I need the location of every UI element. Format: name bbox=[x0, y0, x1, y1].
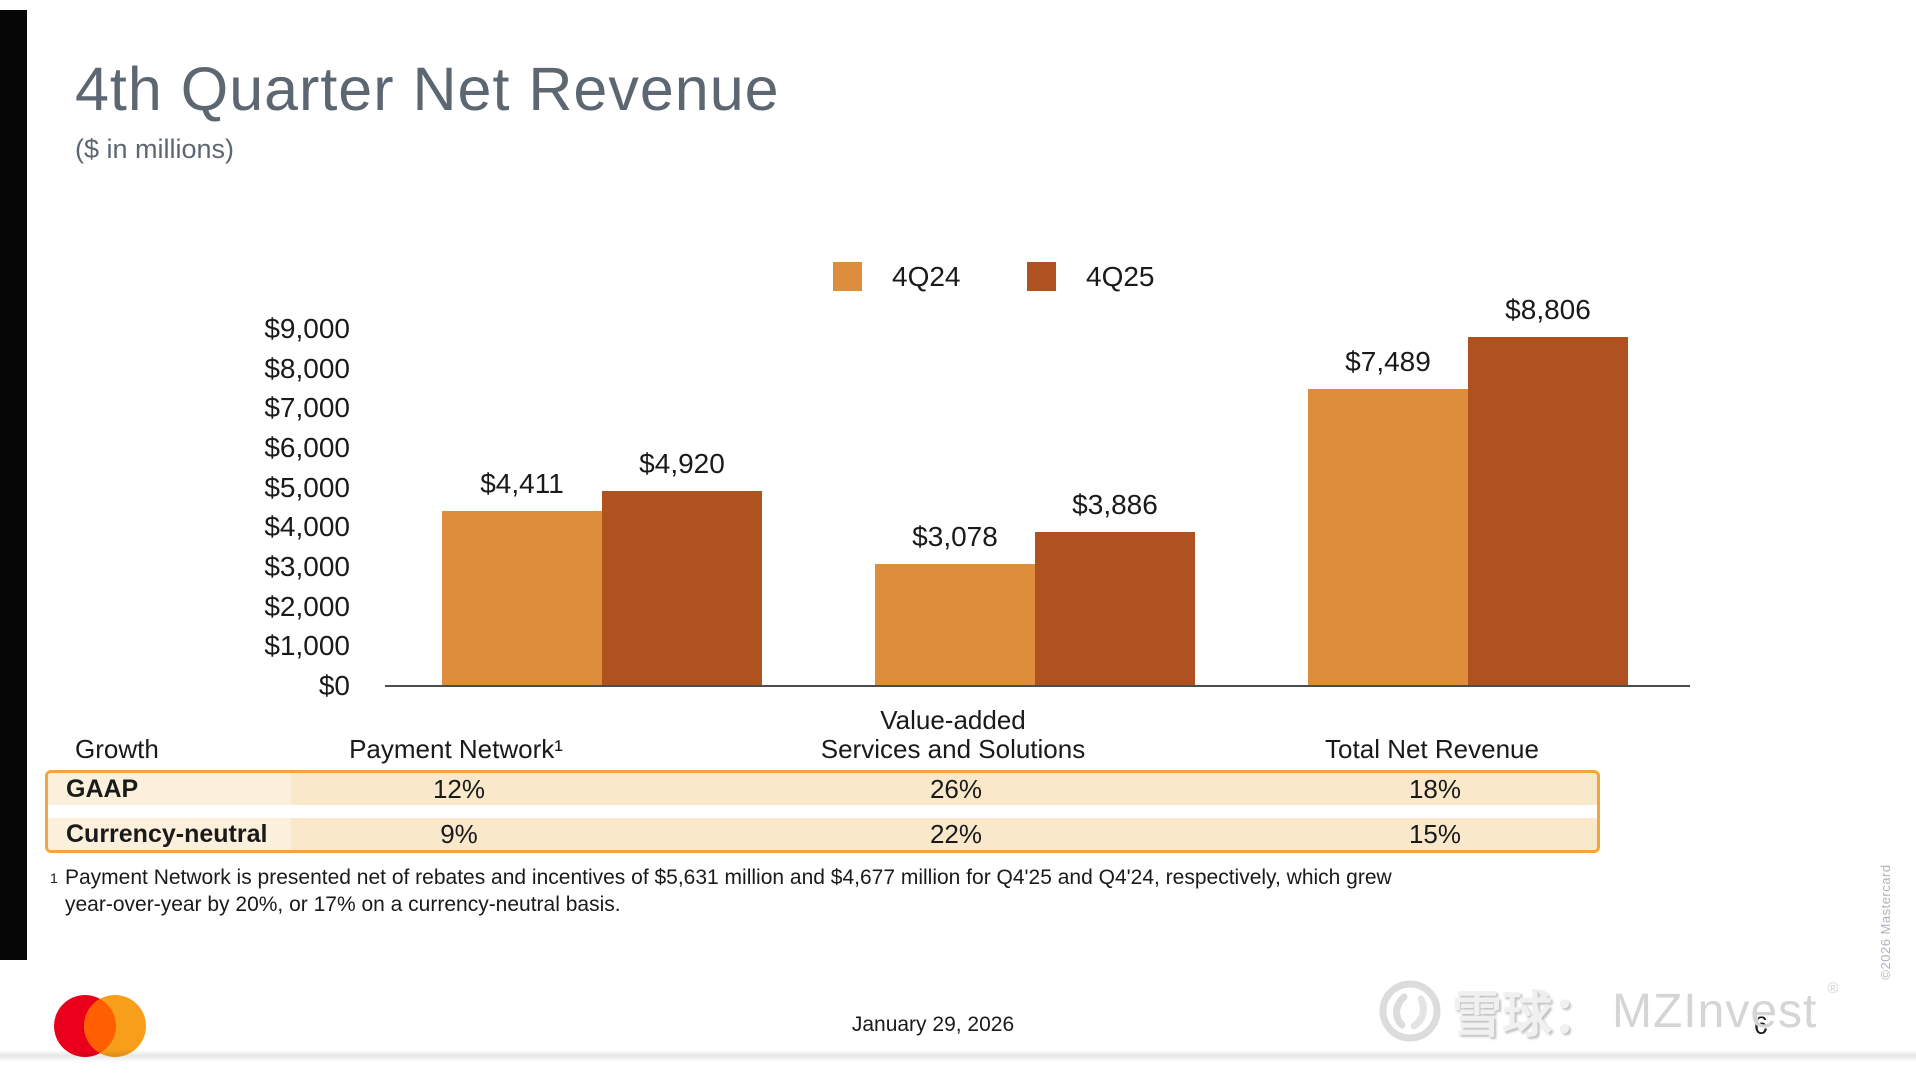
footnote: 1 Payment Network is presented net of re… bbox=[50, 864, 1395, 918]
growth-row-label-cell bbox=[48, 773, 291, 805]
bar-4q24-2 bbox=[1308, 389, 1468, 686]
table-column-header: Payment Network¹ bbox=[226, 700, 686, 764]
bar-4q25-0 bbox=[602, 491, 762, 686]
legend-swatch-4q24 bbox=[833, 262, 862, 291]
growth-row-label: GAAP bbox=[66, 775, 139, 803]
y-axis-tick-label: $8,000 bbox=[264, 352, 350, 384]
growth-corner-label: Growth bbox=[75, 734, 159, 764]
xueqiu-snowball-icon bbox=[1379, 980, 1441, 1042]
y-axis-tick-label: $4,000 bbox=[264, 511, 350, 543]
mastercard-logo bbox=[54, 995, 146, 1057]
bar-value-label: $4,411 bbox=[480, 468, 564, 499]
x-axis-baseline bbox=[385, 685, 1690, 687]
growth-table-row: GAAP 12% 26% 18% bbox=[48, 773, 1597, 805]
bar-value-label: $4,920 bbox=[639, 448, 725, 479]
legend-label-4q25: 4Q25 bbox=[1086, 261, 1155, 292]
footnote-text: Payment Network is presented net of reba… bbox=[65, 866, 1392, 916]
copyright-vertical: ©2026 Mastercard bbox=[1878, 864, 1893, 980]
bar-value-label: $3,886 bbox=[1072, 489, 1158, 520]
watermark-chinese: 雪球： bbox=[1452, 987, 1602, 1043]
table-column-header: Total Net Revenue bbox=[1202, 700, 1662, 764]
growth-value: 12% bbox=[432, 774, 486, 804]
watermark-name: MZInvest bbox=[1612, 984, 1818, 1038]
slide-bottom-edge-shadow bbox=[0, 1050, 1916, 1063]
growth-value: 26% bbox=[929, 774, 983, 804]
y-axis-tick-label: $6,000 bbox=[264, 432, 350, 463]
bar-value-label: $3,078 bbox=[912, 521, 998, 552]
growth-value: 22% bbox=[929, 819, 983, 849]
watermark: 雪球： MZInvest ® bbox=[1378, 978, 1838, 1044]
page-number: 6 bbox=[1754, 1012, 1768, 1040]
y-axis-tick-label: $3,000 bbox=[264, 551, 350, 582]
header-line: Services and Solutions bbox=[820, 734, 1086, 764]
legend-label-4q24: 4Q24 bbox=[892, 261, 961, 292]
slide-subtitle: ($ in millions) bbox=[75, 134, 235, 164]
bar-4q25-2 bbox=[1468, 337, 1628, 686]
growth-table: GAAP 12% 26% 18% Currency-neutral 9% 22% 15% bbox=[45, 770, 1600, 853]
legend-item-4q25: 4Q25 bbox=[1027, 262, 1155, 291]
table-column-header: Value-added Services and Solutions bbox=[723, 700, 1183, 764]
y-axis-tick-label: $0 bbox=[318, 670, 350, 701]
legend-item-4q24: 4Q24 bbox=[833, 262, 961, 291]
header-line: Total Net Revenue bbox=[1325, 734, 1539, 764]
y-axis-tick-label: $1,000 bbox=[264, 630, 350, 662]
growth-row-label: Currency-neutral bbox=[66, 820, 268, 848]
bar-4q24-1 bbox=[875, 564, 1035, 686]
growth-value: 9% bbox=[440, 819, 478, 849]
legend-swatch-4q25 bbox=[1027, 262, 1056, 291]
mastercard-overlap bbox=[84, 995, 116, 1057]
growth-table-row: Currency-neutral 9% 22% 15% bbox=[48, 818, 1597, 850]
bar-4q24-0 bbox=[442, 511, 602, 686]
left-letterbox bbox=[0, 10, 27, 960]
growth-row-label-cell bbox=[48, 818, 291, 850]
bar-value-label: $8,806 bbox=[1505, 294, 1591, 325]
y-axis-tick-label: $9,000 bbox=[264, 313, 350, 344]
growth-value: 15% bbox=[1408, 819, 1462, 849]
bar-value-label: $7,489 bbox=[1345, 346, 1431, 377]
header-line: Value-added bbox=[880, 705, 1026, 735]
y-axis-tick-label: $7,000 bbox=[264, 392, 350, 424]
y-axis-tick-label: $5,000 bbox=[264, 471, 350, 503]
header-line: Payment Network¹ bbox=[349, 734, 563, 764]
growth-value: 18% bbox=[1408, 774, 1462, 804]
slide-title: 4th Quarter Net Revenue bbox=[75, 55, 780, 123]
footnote-marker: 1 bbox=[50, 870, 58, 886]
bar-4q25-1 bbox=[1035, 532, 1195, 686]
watermark-registered-icon: ® bbox=[1827, 980, 1839, 997]
footer-date: January 29, 2026 bbox=[851, 1013, 1015, 1036]
y-axis-tick-label: $2,000 bbox=[264, 590, 350, 622]
